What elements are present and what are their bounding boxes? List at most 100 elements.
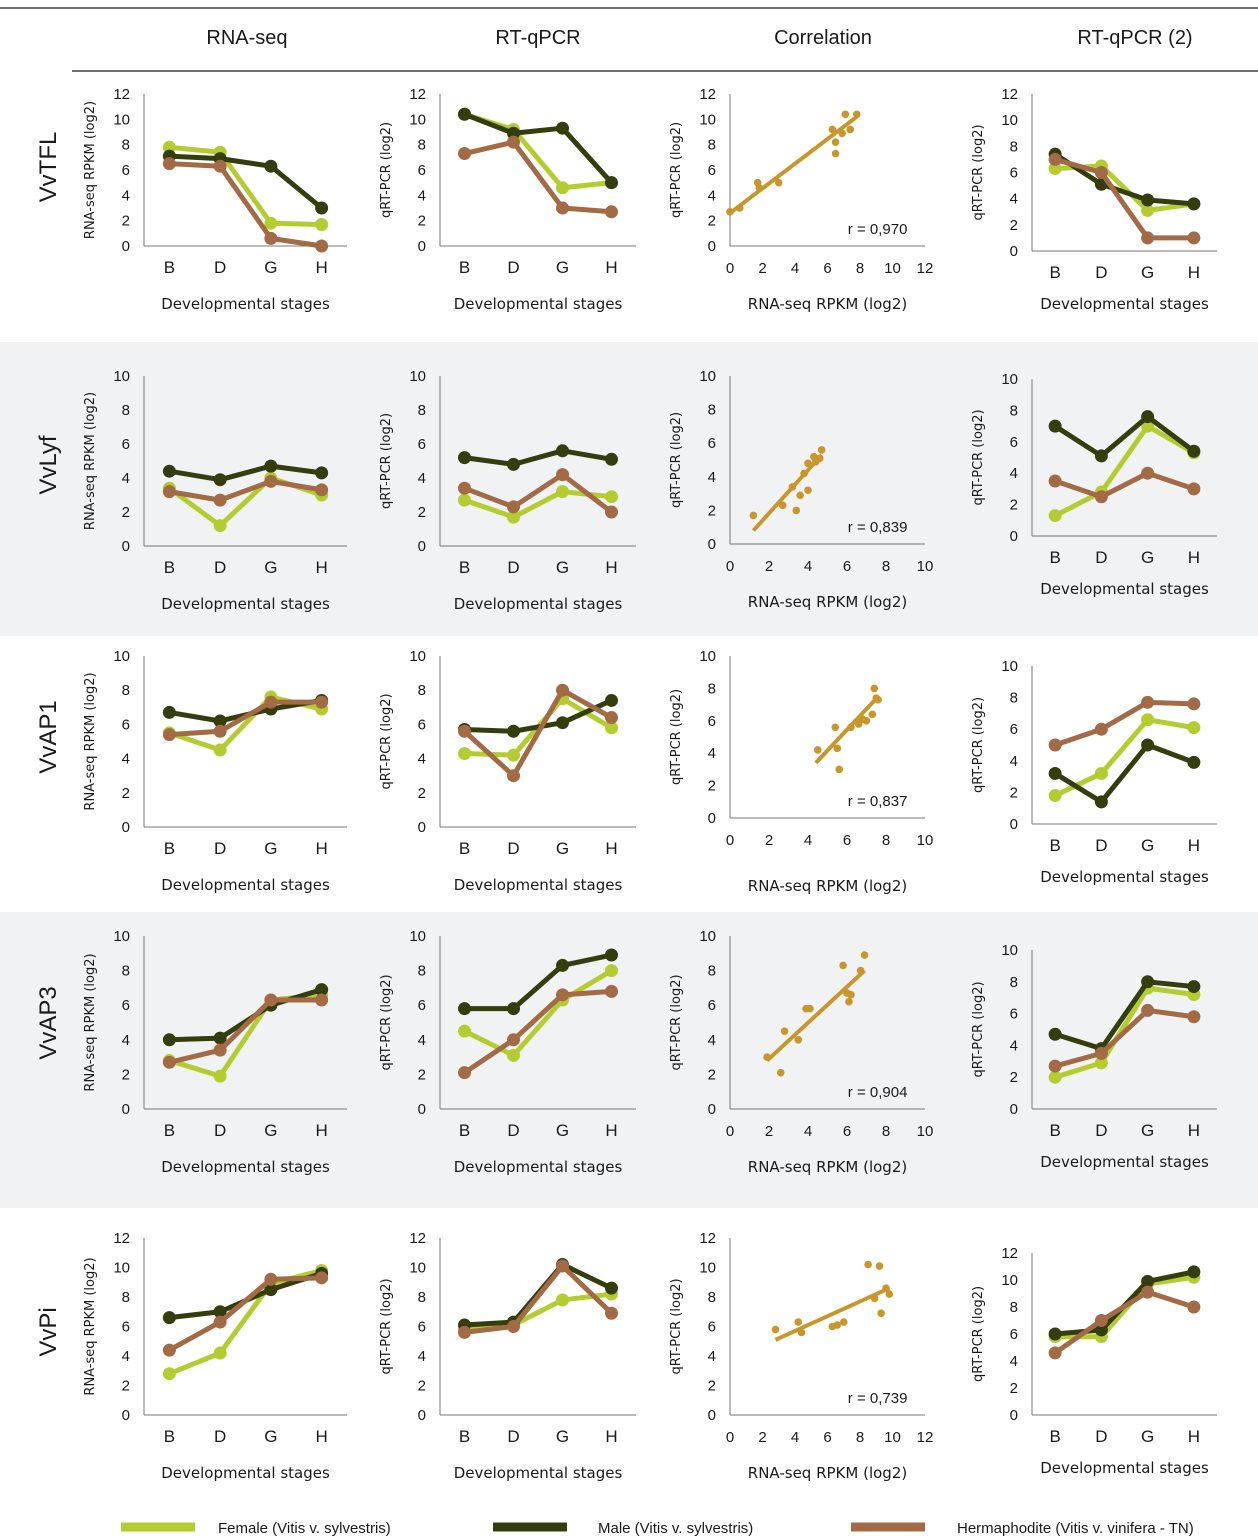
y-tick-label: 8 bbox=[418, 402, 426, 419]
scatter-point bbox=[852, 110, 861, 119]
x-tick-label: 0 bbox=[726, 1429, 734, 1446]
data-point-male bbox=[605, 948, 618, 962]
data-point-female bbox=[315, 217, 329, 231]
data-point-herm bbox=[162, 1055, 176, 1069]
y-tick-label: 8 bbox=[708, 1289, 716, 1306]
x-category-label: D bbox=[507, 1121, 519, 1140]
data-point-male bbox=[264, 1283, 278, 1297]
data-point-herm bbox=[1141, 231, 1155, 245]
y-tick-label: 10 bbox=[113, 111, 130, 128]
y-tick-label: 10 bbox=[113, 368, 130, 385]
y-tick-label: 2 bbox=[418, 785, 426, 802]
data-point-male bbox=[556, 121, 569, 135]
data-point-herm bbox=[162, 485, 176, 499]
data-point-male bbox=[1187, 980, 1201, 994]
y-tick-label: 4 bbox=[418, 187, 426, 204]
scatter-point bbox=[862, 717, 871, 725]
gene-labels: VvTFL VvLyf VvAP1 VvAP3 VvPi bbox=[35, 132, 62, 1357]
y-tick-label: 8 bbox=[1010, 974, 1018, 991]
x-tick-label: 8 bbox=[882, 1123, 890, 1140]
series-line-female bbox=[1053, 423, 1196, 518]
data-point-herm bbox=[556, 201, 569, 215]
scatter-point bbox=[870, 684, 879, 693]
y-tick-label: 10 bbox=[409, 1260, 426, 1277]
y-tick-label: 6 bbox=[708, 435, 716, 452]
y-tick-label: 4 bbox=[1010, 465, 1018, 482]
column-header-correlation: Correlation bbox=[774, 27, 872, 49]
data-point-herm bbox=[213, 1043, 227, 1057]
data-point-herm bbox=[315, 993, 329, 1007]
y-tick-label: 8 bbox=[1010, 690, 1018, 707]
y-tick-label: 2 bbox=[708, 1378, 716, 1395]
y-tick-label: 2 bbox=[1010, 217, 1018, 234]
x-category-label: G bbox=[264, 1427, 277, 1446]
data-point-herm bbox=[264, 993, 278, 1007]
panel-r4-c1: 0 2 4 6 8 10 12 qRT-PCR (log2) Developmental sta… bbox=[379, 1230, 636, 1482]
data-point-herm bbox=[315, 1271, 329, 1285]
scatter-point bbox=[771, 1325, 780, 1334]
scatter-point bbox=[796, 491, 804, 500]
x-category-label: B bbox=[164, 258, 175, 277]
y-tick-label: 8 bbox=[708, 963, 716, 980]
data-point-herm bbox=[1141, 695, 1155, 709]
regression-line bbox=[814, 695, 880, 765]
regression-line bbox=[774, 1286, 891, 1342]
y-tick-label: 8 bbox=[122, 963, 130, 980]
x-tick-label: 6 bbox=[843, 1123, 851, 1140]
data-point-male bbox=[556, 958, 569, 972]
series-line-herm bbox=[1054, 1007, 1195, 1069]
x-tick-label: 10 bbox=[917, 1123, 934, 1140]
x-category-label: H bbox=[605, 1427, 617, 1446]
data-point-male bbox=[605, 452, 618, 466]
scatter-point bbox=[833, 1321, 842, 1329]
x-category-label: B bbox=[164, 1427, 175, 1446]
data-point-herm bbox=[1141, 466, 1155, 480]
x-category-label: G bbox=[1141, 548, 1154, 567]
data-point-herm bbox=[1094, 166, 1108, 179]
y-tick-label: 6 bbox=[1010, 434, 1018, 451]
data-point-female bbox=[1141, 203, 1155, 217]
data-point-female bbox=[458, 1024, 471, 1038]
x-axis-title: Developmental stages bbox=[454, 876, 623, 894]
y-tick-label: 0 bbox=[418, 1101, 426, 1118]
x-category-label: G bbox=[556, 1121, 569, 1140]
y-tick-label: 8 bbox=[1010, 138, 1018, 155]
y-axis-title: qRT-PCR (log2) bbox=[379, 413, 394, 509]
x-axis-title: Developmental stages bbox=[454, 1158, 623, 1176]
x-category-label: H bbox=[315, 558, 327, 577]
data-point-herm bbox=[162, 157, 176, 171]
y-tick-label: 0 bbox=[122, 1101, 130, 1118]
x-category-label: D bbox=[1095, 548, 1107, 567]
x-category-label: D bbox=[214, 558, 226, 577]
x-axis-title: RNA-seq RPKM (log2) bbox=[748, 1158, 907, 1176]
x-tick-label: 10 bbox=[917, 832, 934, 849]
y-tick-label: 12 bbox=[409, 1230, 426, 1247]
scatter-point bbox=[841, 110, 850, 119]
y-tick-label: 2 bbox=[122, 504, 130, 521]
scatter-point bbox=[774, 178, 783, 187]
data-point-herm bbox=[1187, 1010, 1201, 1024]
data-point-male bbox=[213, 1031, 227, 1045]
y-axis-title: qRT-PCR (log2) bbox=[669, 689, 684, 785]
data-point-herm bbox=[1094, 722, 1108, 736]
y-tick-label: 4 bbox=[122, 470, 130, 487]
x-category-label: B bbox=[459, 1121, 470, 1140]
y-axis-title: qRT-PCR (log2) bbox=[971, 409, 986, 505]
data-point-male bbox=[507, 724, 520, 738]
gene-label-vvap3: VvAP3 bbox=[35, 986, 62, 1059]
x-axis-title: RNA-seq RPKM (log2) bbox=[748, 593, 907, 611]
data-point-herm bbox=[605, 505, 618, 519]
x-tick-label: 4 bbox=[791, 1429, 799, 1446]
y-tick-label: 10 bbox=[699, 1260, 716, 1277]
panel-r0-c0: 0 2 4 6 8 10 12 RNA-seq RPKM (log2) Developmenta… bbox=[83, 86, 347, 313]
y-tick-label: 2 bbox=[418, 213, 426, 230]
scatter-point bbox=[831, 149, 840, 158]
y-tick-label: 10 bbox=[699, 648, 716, 665]
x-category-label: H bbox=[1188, 1427, 1200, 1446]
legend-label-male: Male (Vitis v. sylvestris) bbox=[598, 1520, 753, 1537]
panel-r2-c0: 0 2 4 6 8 10 RNA-seq RPKM (log2) Developmental … bbox=[83, 648, 347, 894]
series-line-male bbox=[168, 463, 322, 483]
y-tick-label: 6 bbox=[122, 436, 130, 453]
y-tick-label: 4 bbox=[1010, 191, 1018, 208]
series-line-herm bbox=[463, 139, 612, 215]
